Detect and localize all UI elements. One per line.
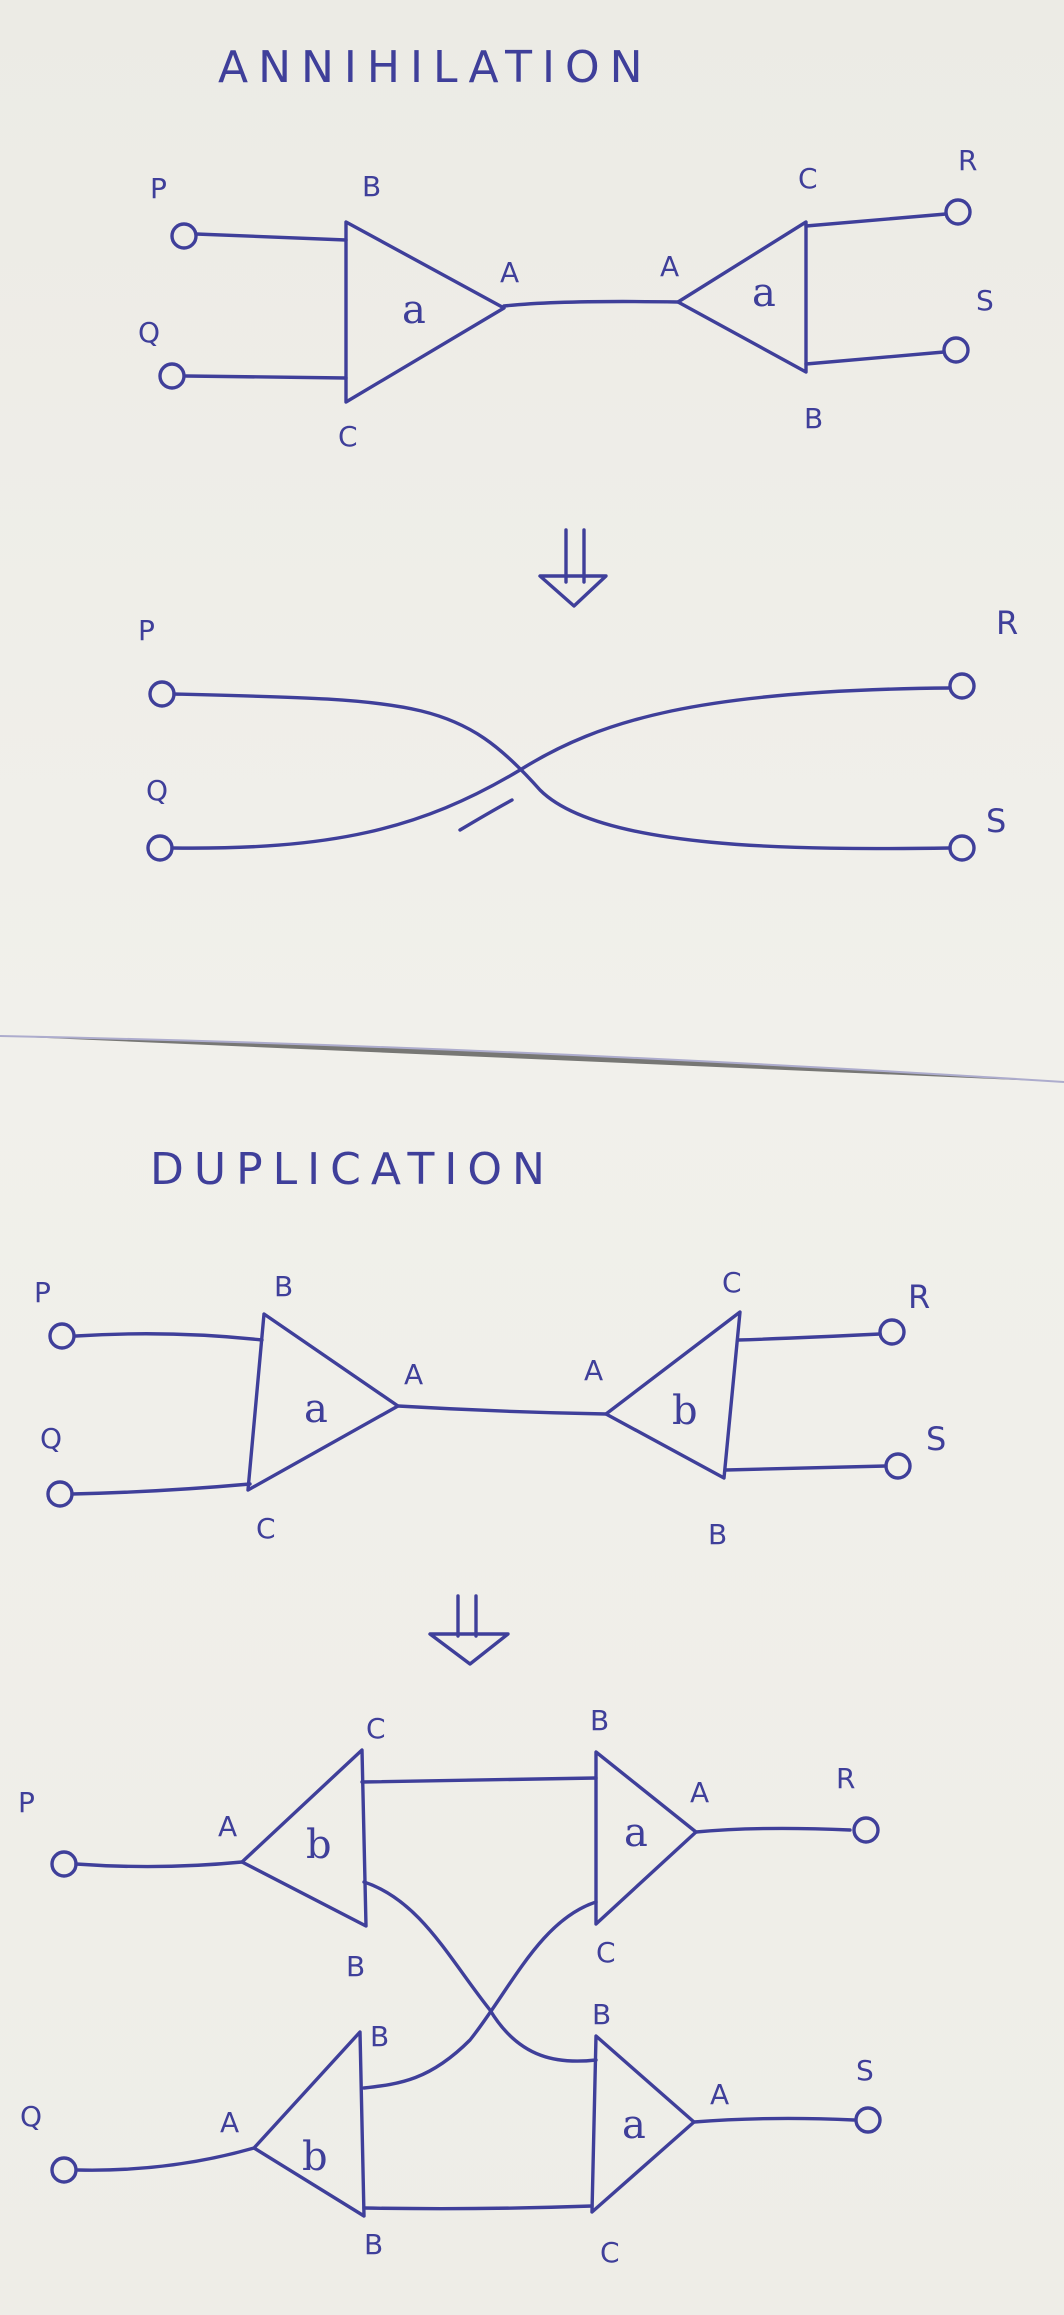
agent-symbol: a — [624, 1810, 648, 1856]
agent-symbol: b — [306, 1822, 332, 1868]
port-Q-node — [46, 1480, 74, 1508]
port-S-node — [854, 2106, 882, 2134]
port-R-node — [878, 1318, 906, 1346]
port-S-label: S — [986, 802, 1006, 840]
port-label-bottom: B — [708, 1518, 727, 1551]
port-Q-label: Q — [138, 316, 160, 349]
annihilation-after-wires: P Q R S — [138, 604, 1018, 862]
agent-symbol: b — [302, 2134, 328, 2180]
port-S-node — [942, 336, 970, 364]
port-label-top: C — [722, 1266, 742, 1299]
duplication-after-agent-a-top: a B C A — [590, 1704, 709, 1969]
port-S-label: S — [926, 1420, 946, 1458]
annihilation-before-wires: P Q R S — [138, 144, 994, 390]
port-label-principal: A — [218, 1810, 237, 1843]
agent-symbol: a — [304, 1386, 328, 1432]
port-S-node — [884, 1452, 912, 1480]
port-Q-label: Q — [40, 1422, 62, 1455]
port-P-node — [148, 680, 176, 708]
port-P-label: P — [34, 1276, 51, 1309]
port-label-bottom: C — [600, 2236, 620, 2269]
annihilation-before-left-agent: a B C A — [338, 170, 519, 453]
port-label-principal: A — [660, 250, 679, 283]
port-R-node — [852, 1816, 880, 1844]
port-label-bottom: B — [364, 2228, 383, 2261]
duplication-after-agent-a-bottom: a B C A — [590, 1998, 729, 2269]
port-Q-label: Q — [146, 774, 168, 807]
port-label-bottom: C — [338, 420, 358, 453]
port-label-top: C — [366, 1712, 386, 1745]
port-P-label: P — [18, 1786, 35, 1819]
port-Q-node — [50, 2156, 78, 2184]
port-label-top: B — [592, 1998, 611, 2031]
port-P-node — [50, 1850, 78, 1878]
agent-symbol: a — [622, 2102, 646, 2148]
port-S-label: S — [856, 2054, 874, 2087]
port-Q-node — [146, 834, 174, 862]
port-label-principal: A — [500, 256, 519, 289]
duplication-before-wires: P Q R S — [34, 1276, 946, 1508]
port-S-node — [948, 834, 976, 862]
port-label-top: B — [370, 2020, 389, 2053]
port-R-label: R — [958, 144, 977, 177]
duplication-before-right-agent: b C B A — [584, 1266, 742, 1551]
port-P-label: P — [138, 614, 155, 647]
port-label-top: C — [798, 162, 818, 195]
port-Q-node — [158, 362, 186, 390]
port-label-bottom: C — [596, 1936, 616, 1969]
double-down-arrow-icon — [538, 528, 608, 608]
port-label-bottom: C — [256, 1512, 276, 1545]
port-label-top: B — [274, 1270, 293, 1303]
section-divider — [0, 1035, 1064, 1083]
port-label-principal: A — [690, 1776, 709, 1809]
duplication-after-wires: P Q R S — [18, 1762, 882, 2211]
port-P-node — [48, 1322, 76, 1350]
duplication-before-left-agent: a B C A — [246, 1270, 423, 1545]
port-label-principal: A — [220, 2106, 239, 2139]
port-label-principal: A — [404, 1358, 423, 1391]
port-label-bottom: B — [346, 1950, 365, 1983]
port-R-node — [944, 198, 972, 226]
port-label-principal: A — [584, 1354, 603, 1387]
port-R-node — [948, 672, 976, 700]
port-P-label: P — [150, 172, 167, 205]
annihilation-title: ANNIHILATION — [218, 42, 653, 93]
port-R-label: R — [908, 1278, 930, 1316]
port-label-bottom: B — [804, 402, 823, 435]
agent-symbol: a — [402, 287, 426, 333]
agent-symbol: a — [752, 270, 776, 316]
port-label-top: B — [362, 170, 381, 203]
duplication-title: DUPLICATION — [150, 1144, 555, 1195]
port-label-top: B — [590, 1704, 609, 1737]
port-R-label: R — [836, 1762, 855, 1795]
duplication-after-agent-b-top: b C B A — [218, 1712, 386, 1983]
port-Q-label: Q — [20, 2100, 42, 2133]
agent-symbol: b — [672, 1388, 698, 1434]
double-down-arrow-icon — [428, 1594, 510, 1666]
port-S-label: S — [976, 284, 994, 317]
port-P-node — [170, 222, 198, 250]
duplication-after-agent-b-bottom: b B B A — [220, 2020, 389, 2261]
port-R-label: R — [996, 604, 1018, 642]
port-label-principal: A — [710, 2078, 729, 2111]
annihilation-before-right-agent: a C B A — [660, 162, 823, 435]
